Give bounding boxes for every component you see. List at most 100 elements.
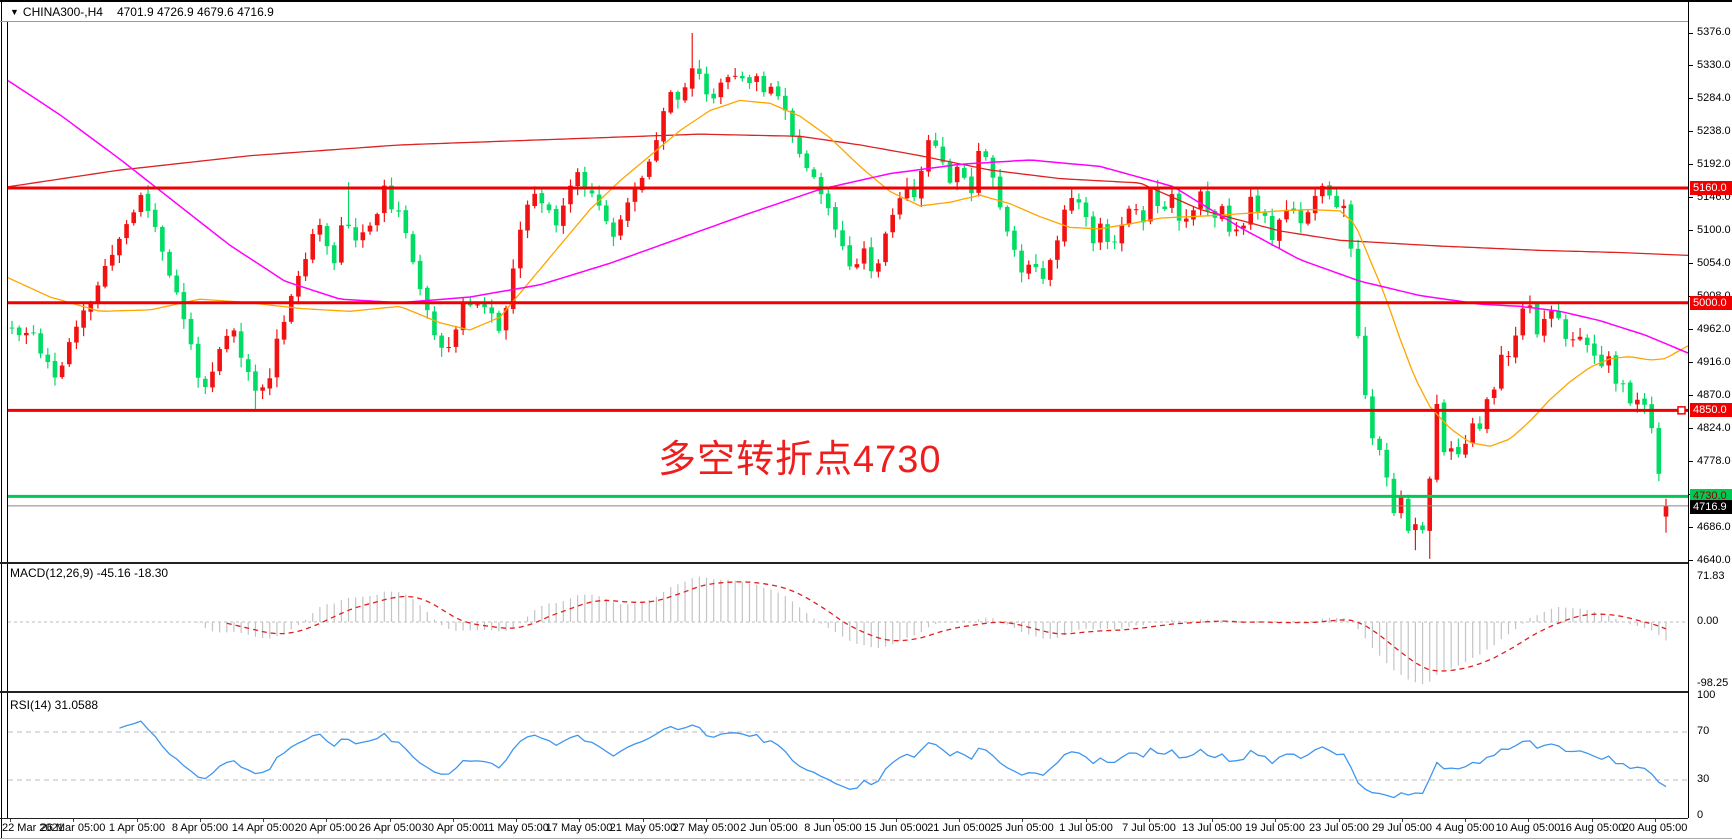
time-axis-tick [389, 818, 391, 822]
time-axis-label: 23 Jul 05:00 [1309, 822, 1369, 834]
time-axis-tick [1085, 818, 1087, 822]
time-axis-tick [642, 818, 644, 822]
rsi-indicator-label: RSI(14) 31.0588 [10, 698, 99, 712]
time-axis-tick [579, 818, 581, 822]
price-axis-label: 4962.0 [1697, 322, 1731, 335]
time-axis-tick [959, 818, 961, 822]
time-axis-label: 19 Jul 05:00 [1245, 822, 1305, 834]
hline-price-flag: 4850.0 [1690, 403, 1732, 418]
time-axis-label: 20 Aug 05:00 [1622, 822, 1688, 834]
annotation-text: 多空转折点4730 [658, 439, 942, 481]
time-axis-tick [1401, 818, 1403, 822]
price-axis-tick [1688, 131, 1693, 133]
time-axis-label: 20 Apr 05:00 [294, 822, 358, 834]
current-price-flag: 4716.9 [1690, 499, 1732, 514]
price-axis-label: 4916.0 [1697, 355, 1731, 368]
main-macd-divider[interactable] [0, 562, 1688, 564]
time-axis-tick [1148, 818, 1150, 822]
price-axis-tick [1688, 395, 1693, 397]
chart-title: ▼ CHINA300-,H4 4701.9 4726.9 4679.6 4716.9 [10, 5, 274, 19]
rsi-bottom-border [0, 818, 1688, 819]
time-axis-tick [1212, 818, 1214, 822]
rsi-axis-label: 30 [1697, 773, 1710, 785]
time-axis-tick [769, 818, 771, 822]
time-axis-tick [895, 818, 897, 822]
time-axis-tick [10, 818, 11, 822]
time-axis-tick [326, 818, 328, 822]
time-axis-label: 4 Aug 05:00 [1435, 822, 1495, 834]
time-axis-label: 16 Aug 05:00 [1559, 822, 1625, 834]
time-axis-tick [832, 818, 834, 822]
time-axis-tick [1022, 818, 1024, 822]
price-axis-tick [1688, 98, 1693, 100]
frame-bottom [0, 838, 1732, 839]
time-axis-tick [1275, 818, 1277, 822]
time-axis-tick [263, 818, 265, 822]
time-axis-label: 7 Jul 05:00 [1122, 822, 1176, 834]
time-axis-tick [1655, 818, 1657, 822]
time-axis-label: 27 May 05:00 [672, 822, 740, 834]
price-axis-tick [1688, 197, 1693, 199]
time-axis-label: 13 Jul 05:00 [1182, 822, 1242, 834]
symbol-period-label: CHINA300-,H4 [22, 5, 103, 19]
frame-top [0, 0, 1732, 2]
price-axis-label: 5100.0 [1697, 223, 1731, 236]
price-axis-label: 4824.0 [1697, 421, 1731, 434]
time-axis-label: 10 Aug 05:00 [1495, 822, 1561, 834]
price-axis-tick [1688, 560, 1693, 562]
time-axis-tick [199, 818, 201, 822]
price-axis-label: 4778.0 [1697, 454, 1731, 467]
time-axis-label: 2 Jun 05:00 [740, 822, 798, 834]
price-axis-label: 5330.0 [1697, 58, 1731, 71]
time-axis-label: 30 Apr 05:00 [421, 822, 485, 834]
time-axis-tick [136, 818, 138, 822]
time-axis-label: 17 May 05:00 [545, 822, 613, 834]
time-axis-tick [452, 818, 454, 822]
time-axis-label: 26 Apr 05:00 [358, 822, 422, 834]
time-axis-label: 25 Jun 05:00 [990, 822, 1054, 834]
frame-left-outer [1, 0, 2, 838]
macd-rsi-divider[interactable] [0, 691, 1688, 693]
hline-price-flag: 5000.0 [1690, 295, 1732, 310]
price-axis-label: 5376.0 [1697, 26, 1731, 38]
time-axis-tick [1465, 818, 1467, 822]
rsi-axis-label: 100 [1697, 689, 1716, 701]
axis-separator [1688, 0, 1689, 818]
time-axis-tick [1338, 818, 1340, 822]
price-axis-label: 5284.0 [1697, 91, 1731, 104]
time-axis-label: 26 Mar 05:00 [40, 822, 106, 834]
price-axis-tick [1688, 65, 1693, 67]
frame-left-inner [7, 22, 8, 818]
time-axis-label: 29 Jul 05:00 [1372, 822, 1432, 834]
time-axis-label: 22 Mar 2021 [2, 822, 64, 834]
hline-price-flag: 5160.0 [1690, 180, 1732, 195]
time-axis-tick [705, 818, 707, 822]
time-axis-label: 1 Jul 05:00 [1059, 822, 1113, 834]
collapse-icon[interactable]: ▼ [10, 7, 19, 17]
time-axis-label: 8 Apr 05:00 [171, 822, 229, 834]
price-axis-label: 4870.0 [1697, 388, 1731, 401]
price-axis-tick [1688, 263, 1693, 265]
time-axis-tick [1528, 818, 1530, 822]
price-axis-tick [1688, 164, 1693, 166]
time-axis-tick [516, 818, 518, 822]
macd-axis-label: 0.00 [1697, 615, 1719, 627]
price-axis-tick [1688, 32, 1693, 34]
price-axis-label: 5054.0 [1697, 256, 1731, 269]
macd-indicator-label: MACD(12,26,9) -45.16 -18.30 [10, 566, 169, 580]
price-axis-tick [1688, 461, 1693, 463]
price-axis-label: 5238.0 [1697, 124, 1731, 137]
time-axis-label: 11 May 05:00 [483, 822, 549, 834]
time-axis-tick [1591, 818, 1593, 822]
price-axis-tick [1688, 527, 1693, 529]
rsi-axis-label: 0 [1697, 809, 1704, 821]
time-axis-label: 8 Jun 05:00 [804, 822, 862, 834]
price-axis-label: 4640.0 [1697, 553, 1731, 566]
time-axis-label: 21 Jun 05:00 [927, 822, 991, 834]
price-axis-tick [1688, 428, 1693, 430]
time-axis-label: 1 Apr 05:00 [108, 822, 166, 834]
price-axis-tick [1688, 362, 1693, 364]
price-axis-tick [1688, 230, 1693, 232]
